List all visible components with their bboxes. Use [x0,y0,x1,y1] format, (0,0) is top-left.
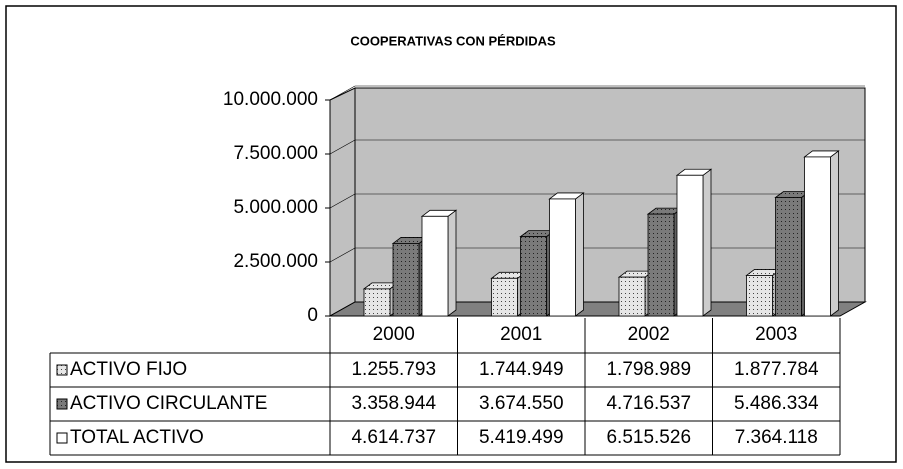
bar-side [447,209,457,317]
table-value: 7.364.118 [735,427,818,448]
grid-line [329,193,356,209]
chart-title: COOPERATIVAS CON PÉRDIDAS [350,33,556,48]
bar-side [702,168,712,317]
table-value: 6.515.526 [606,427,691,448]
table-value: 4.716.537 [606,393,691,414]
bar [676,174,704,317]
bar [618,276,646,317]
y-tick-label: 7.500.000 [233,143,318,164]
legend-label: TOTAL ACTIVO [70,427,204,448]
table-value: 5.486.334 [734,393,819,414]
bar [421,215,449,317]
bar [520,236,547,317]
table-value: 3.674.550 [479,393,564,414]
bar [549,198,576,317]
table-value: 3.358.944 [351,393,436,414]
x-tick-label: 2000 [373,324,415,345]
legend-key [56,364,68,376]
bar-side [830,150,839,317]
bar [392,243,420,317]
bar [746,275,773,317]
legend-key [56,432,68,444]
table-value: 1.255.793 [351,359,436,380]
grid-line [329,301,356,317]
table-value: 1.798.989 [606,359,691,380]
x-tick-label: 2001 [500,324,542,345]
bar-side [575,192,584,317]
table-value: 5.419.499 [479,427,564,448]
x-tick-label: 2003 [755,324,797,345]
legend-key [56,398,68,410]
legend-label: ACTIVO FIJO [70,359,187,380]
y-tick-label: 0 [307,305,318,326]
bar [491,277,518,317]
table-value: 1.744.949 [479,359,564,380]
bar [804,156,831,317]
legend-label: ACTIVO CIRCULANTE [70,393,267,414]
y-tick-label: 2.500.000 [233,251,318,272]
grid-line [329,85,356,101]
bar [363,288,391,317]
bar [775,197,802,317]
plot-area [328,87,867,317]
side-wall [329,87,356,317]
table-value: 4.614.737 [351,427,436,448]
y-tick-label: 10.000.000 [223,89,318,110]
bar [647,213,675,317]
table-value: 1.877.784 [734,359,819,380]
grid-line [329,139,356,155]
grid-line [329,247,356,263]
y-tick-label: 5.000.000 [233,197,318,218]
x-tick-label: 2002 [628,324,670,345]
